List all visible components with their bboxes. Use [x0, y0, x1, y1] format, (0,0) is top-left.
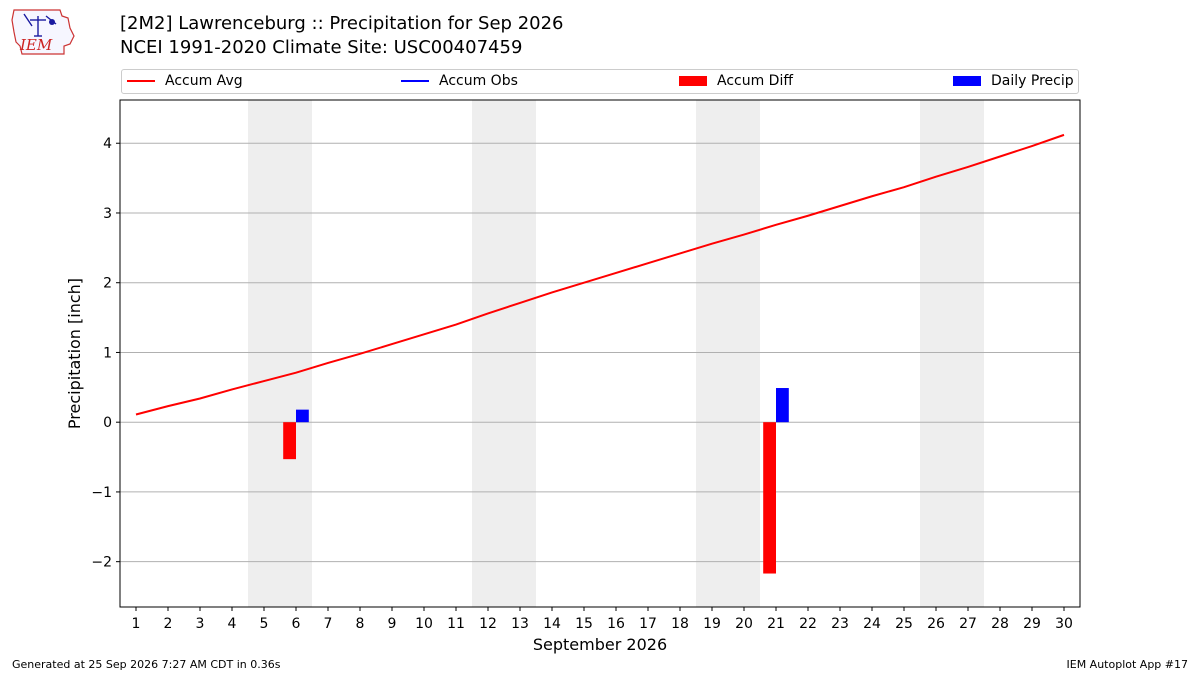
y-tick-label: −1 — [91, 485, 112, 501]
x-tick-label: 21 — [767, 616, 785, 632]
x-tick-label: 1 — [132, 616, 141, 632]
logo-text: IEM — [19, 36, 53, 54]
x-tick-label: 17 — [639, 616, 657, 632]
x-tick-label: 15 — [575, 616, 593, 632]
legend-swatch-accum-avg — [127, 80, 155, 82]
chart-title: [2M2] Lawrenceburg :: Precipitation for … — [120, 13, 564, 34]
y-tick-label: 1 — [103, 345, 112, 361]
accum-diff-bar — [283, 422, 296, 460]
x-tick-label: 11 — [447, 616, 465, 632]
daily-precip-bar — [296, 409, 309, 423]
x-tick-label: 12 — [479, 616, 497, 632]
legend-label-accum-avg: Accum Avg — [165, 73, 243, 89]
x-tick-label: 14 — [543, 616, 561, 632]
legend-accum-diff: Accum Diff — [679, 73, 793, 89]
y-tick-label: 3 — [103, 206, 112, 222]
legend-accum-obs: Accum Obs — [401, 73, 518, 89]
x-tick-label: 28 — [991, 616, 1009, 632]
accum-diff-bar — [763, 422, 776, 574]
iem-logo: IEM — [11, 9, 75, 55]
legend-swatch-daily-precip — [953, 76, 981, 86]
x-tick-label: 13 — [511, 616, 529, 632]
y-tick-label: −2 — [91, 555, 112, 571]
x-tick-label: 29 — [1023, 616, 1041, 632]
x-tick-label: 25 — [895, 616, 913, 632]
weekend-shade-1 — [472, 100, 536, 607]
x-tick-label: 9 — [388, 616, 397, 632]
x-tick-label: 19 — [703, 616, 721, 632]
daily-precip-bar — [776, 388, 789, 423]
x-tick-label: 26 — [927, 616, 945, 632]
x-tick-label: 16 — [607, 616, 625, 632]
x-tick-label: 10 — [415, 616, 433, 632]
x-tick-label: 20 — [735, 616, 753, 632]
y-tick-label: 0 — [103, 415, 112, 431]
footer-generated: Generated at 25 Sep 2026 7:27 AM CDT in … — [12, 658, 281, 671]
x-tick-label: 3 — [196, 616, 205, 632]
legend-swatch-accum-obs — [401, 80, 429, 82]
x-tick-label: 2 — [164, 616, 173, 632]
x-tick-label: 23 — [831, 616, 849, 632]
legend-daily-precip: Daily Precip — [953, 73, 1074, 89]
x-tick-label: 24 — [863, 616, 881, 632]
weekend-shade-0 — [248, 100, 312, 607]
legend-accum-avg: Accum Avg — [127, 73, 243, 89]
y-axis-label: Precipitation [inch] — [65, 278, 84, 429]
weekend-shade-3 — [920, 100, 984, 607]
chart-subtitle: NCEI 1991-2020 Climate Site: USC00407459 — [120, 37, 523, 58]
x-axis-label: September 2026 — [533, 635, 667, 654]
x-tick-label: 7 — [324, 616, 333, 632]
legend-swatch-accum-diff — [679, 76, 707, 86]
x-tick-label: 18 — [671, 616, 689, 632]
legend-label-accum-obs: Accum Obs — [439, 73, 518, 89]
x-tick-label: 30 — [1055, 616, 1073, 632]
x-tick-label: 22 — [799, 616, 817, 632]
legend: Accum Avg Accum Obs Accum Diff Daily Pre… — [121, 69, 1079, 94]
plot-frame — [119, 99, 1081, 608]
x-tick-label: 4 — [228, 616, 237, 632]
legend-label-accum-diff: Accum Diff — [717, 73, 794, 89]
x-tick-label: 8 — [356, 616, 365, 632]
x-tick-label: 27 — [959, 616, 977, 632]
weekend-shade-2 — [696, 100, 760, 607]
y-tick-label: 2 — [103, 276, 112, 292]
accum-avg-line — [135, 133, 1065, 416]
legend-label-daily-precip: Daily Precip — [991, 73, 1074, 89]
y-tick-label: 4 — [103, 136, 112, 152]
x-tick-label: 6 — [292, 616, 301, 632]
x-tick-label: 5 — [260, 616, 269, 632]
footer-app: IEM Autoplot App #17 — [1066, 658, 1189, 671]
